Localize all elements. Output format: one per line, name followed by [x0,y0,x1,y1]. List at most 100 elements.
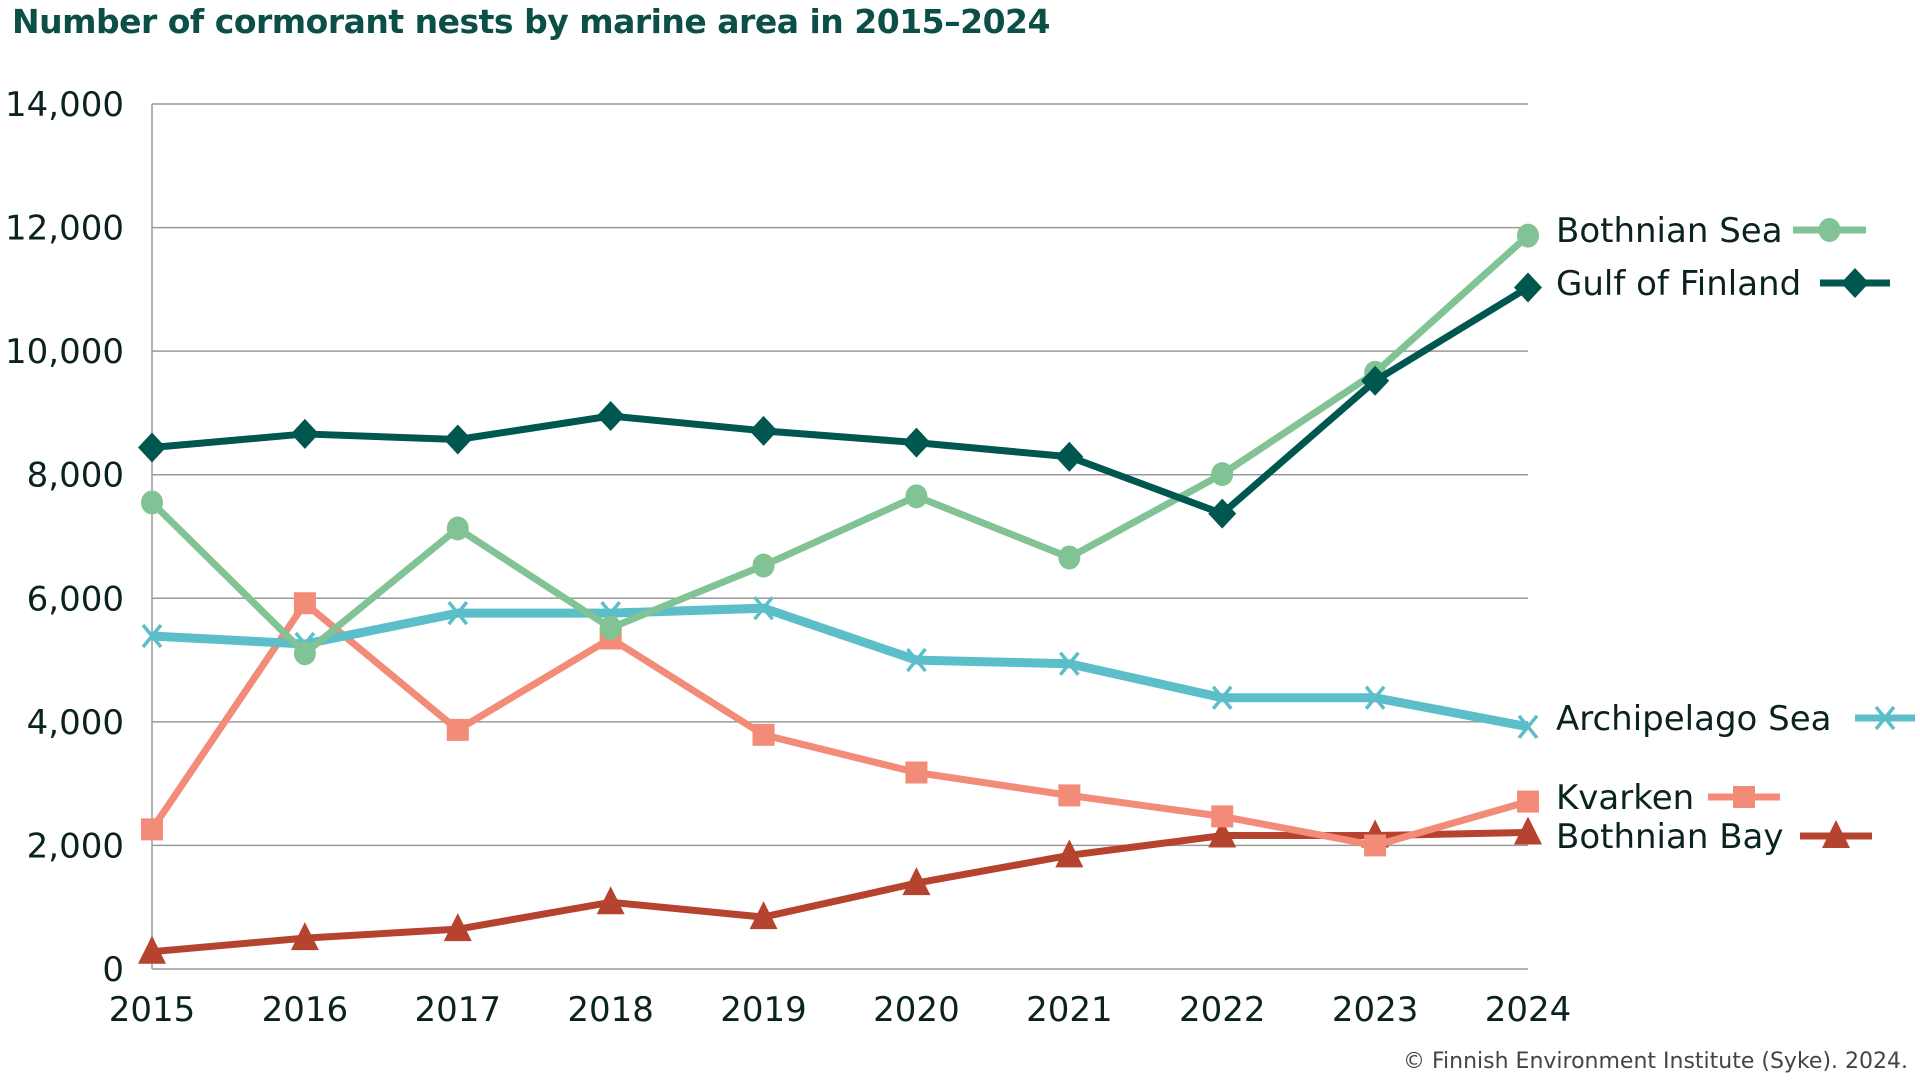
data-point-gulf-of-finland [138,432,166,463]
y-tick-label: 10,000 [5,332,124,372]
legend-item-bothnian-sea: Bothnian Sea [1556,211,1866,251]
data-point-gulf-of-finland [1514,272,1542,303]
x-tick-label: 2019 [720,990,807,1030]
legend-item-gulf-of-finland: Gulf of Finland [1556,264,1890,304]
x-marker-stroke [1211,685,1233,710]
data-point-kvarken [1517,790,1539,813]
data-point-archipelago-sea [141,623,163,649]
data-point-bothnian-sea [1517,223,1539,248]
data-point-bothnian-sea [293,641,316,666]
data-point-bothnian-sea [1211,462,1234,487]
data-point-gulf-of-finland [1361,365,1390,396]
data-point-archipelago-sea [1211,685,1233,710]
data-point-kvarken [293,592,316,615]
series-line-gulf-of-finland [151,284,1530,518]
x-tick-label: 2021 [1026,990,1113,1030]
data-point-bothnian-bay [1055,839,1084,868]
y-tick-label: 4,000 [27,703,124,743]
x-marker-stroke [906,647,927,673]
series-gulf-of-finland [138,272,1542,529]
legend-item-bothnian-bay: Bothnian Bay [1556,817,1872,857]
data-point-archipelago-sea [753,596,774,621]
data-point-bothnian-bay [1208,819,1237,848]
y-tick-label: 12,000 [5,209,124,249]
legend-marker-diamond-icon [1841,268,1869,298]
x-tick-label: 2024 [1485,990,1572,1030]
data-point-bothnian-sea [752,553,775,578]
series-line-bothnian-sea [149,232,1531,657]
data-point-bothnian-bay [1514,816,1542,845]
data-point-bothnian-sea [141,490,163,515]
data-point-archipelago-sea [1058,651,1080,676]
y-tick-label: 0 [102,950,124,990]
data-point-bothnian-bay [443,913,472,942]
data-point-bothnian-bay [290,922,319,951]
gridlines [152,103,1528,970]
data-point-bothnian-sea [905,484,928,509]
source-credit: © Finnish Environment Institute (Syke). … [1403,1049,1908,1074]
data-point-kvarken [141,818,163,841]
y-axis-ticks: 0 2,000 4,000 6,000 8,000 10,000 12,000 14,000 [5,85,124,990]
data-point-gulf-of-finland [443,424,472,455]
x-tick-label: 2018 [567,990,654,1030]
data-point-bothnian-bay [749,901,778,930]
legend-label: Bothnian Sea [1556,211,1783,251]
data-point-gulf-of-finland [1055,441,1084,472]
series-kvarken [141,592,1539,857]
legend-label: Archipelago Sea [1556,699,1832,739]
legend-item-kvarken: Kvarken [1556,778,1780,818]
chart-title: Number of cormorant nests by marine area… [12,2,1050,41]
x-tick-label: 2022 [1179,990,1266,1030]
x-marker-stroke [141,623,163,649]
data-point-bothnian-bay [138,935,166,964]
x-tick-label: 2023 [1332,990,1419,1030]
data-point-kvarken [905,761,928,784]
data-point-archipelago-sea [447,601,469,626]
data-point-archipelago-sea [1364,685,1386,710]
y-tick-label: 2,000 [27,826,124,866]
series-line-kvarken [149,599,1529,849]
data-point-archipelago-sea [1517,714,1539,739]
x-axis-ticks: 2015 2016 2017 2018 2019 2020 2021 2022 2023 2024 [109,990,1572,1030]
data-point-bothnian-sea [1058,545,1081,570]
series-group [138,223,1542,964]
data-point-kvarken [752,723,775,746]
y-tick-label: 6,000 [27,579,124,619]
legend-label: Kvarken [1556,778,1694,818]
data-point-archipelago-sea [906,647,927,673]
x-marker-stroke [1874,705,1896,731]
data-point-gulf-of-finland [596,401,625,432]
x-tick-label: 2015 [109,990,196,1030]
data-point-bothnian-sea [446,516,469,541]
legend-item-archipelago-sea: Archipelago Sea [1556,699,1915,739]
legend-marker-square-icon [1733,786,1755,808]
y-tick-label: 8,000 [27,456,124,496]
series-bothnian-sea [141,223,1539,666]
data-point-kvarken [1211,805,1234,828]
data-point-bothnian-bay [596,886,625,915]
data-point-gulf-of-finland [290,418,319,449]
x-marker-stroke [447,601,469,626]
data-point-kvarken [1058,784,1081,807]
data-point-kvarken [1364,834,1387,857]
legend-label: Bothnian Bay [1556,817,1783,857]
x-tick-label: 2020 [873,990,960,1030]
data-point-gulf-of-finland [1208,498,1237,529]
data-point-gulf-of-finland [749,415,778,446]
series-archipelago-sea [141,596,1539,739]
x-marker-stroke [1058,651,1080,676]
data-point-gulf-of-finland [902,427,931,458]
x-tick-label: 2017 [415,990,502,1030]
legend: Bothnian Sea Gulf of Finland Archipelago S… [1556,211,1915,857]
x-marker-stroke [753,596,774,621]
data-point-kvarken [446,718,469,741]
series-line-archipelago-sea [151,603,1529,732]
x-marker-stroke [1364,685,1386,710]
y-tick-label: 14,000 [5,85,124,125]
legend-marker-triangle-icon [1822,820,1850,848]
data-point-bothnian-bay [902,867,931,896]
x-tick-label: 2016 [262,990,349,1030]
legend-marker-x-icon [1874,705,1896,731]
x-marker-stroke [1517,714,1539,739]
